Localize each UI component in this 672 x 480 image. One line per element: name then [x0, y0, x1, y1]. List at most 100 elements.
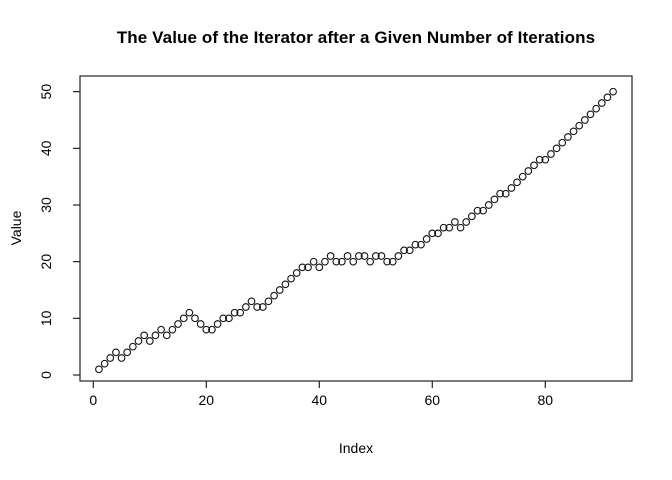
x-tick-label: 80 — [538, 392, 554, 408]
data-point — [162, 331, 171, 340]
data-point — [321, 257, 329, 266]
data-point — [507, 184, 516, 192]
data-point — [191, 314, 199, 323]
data-point — [343, 252, 352, 260]
data-point — [100, 359, 109, 368]
data-point — [140, 331, 148, 340]
data-point — [609, 87, 617, 96]
data-point — [564, 133, 572, 141]
data-point — [208, 325, 216, 334]
data-point — [428, 229, 437, 238]
data-point — [168, 325, 177, 334]
data-point — [575, 121, 584, 130]
data-point — [541, 155, 550, 164]
data-point — [213, 320, 222, 328]
data-point — [106, 354, 115, 362]
data-point — [247, 297, 256, 306]
data-point — [332, 257, 341, 266]
data-point — [383, 257, 391, 266]
x-tick-label: 40 — [312, 392, 328, 408]
data-point — [484, 201, 493, 209]
data-point — [434, 229, 442, 238]
data-point — [405, 246, 414, 255]
data-point — [490, 195, 499, 204]
data-point — [304, 263, 312, 272]
data-point — [230, 308, 239, 317]
data-point — [530, 161, 538, 170]
data-point — [558, 138, 567, 147]
y-tick-label: 0 — [38, 371, 54, 379]
data-point — [315, 263, 324, 272]
y-tick-label: 10 — [38, 310, 54, 326]
data-point — [524, 167, 533, 175]
data-point — [134, 337, 143, 345]
data-point — [456, 223, 465, 232]
data-point — [264, 297, 273, 306]
data-point — [360, 252, 369, 260]
data-point — [196, 320, 205, 328]
data-point — [400, 246, 408, 255]
data-point — [270, 291, 278, 300]
data-point — [185, 308, 194, 317]
data-point — [117, 354, 126, 362]
data-point — [157, 325, 165, 334]
data-point — [179, 314, 188, 323]
data-point — [552, 144, 561, 153]
y-tick-label: 40 — [38, 140, 54, 156]
data-point — [371, 252, 380, 260]
data-point — [535, 155, 544, 164]
data-point — [569, 127, 578, 136]
data-point — [112, 348, 120, 357]
data-point — [592, 104, 601, 113]
data-point — [597, 99, 606, 107]
data-point — [202, 325, 211, 334]
y-tick-label: 30 — [38, 197, 54, 213]
data-point — [439, 223, 448, 232]
data-point — [151, 331, 160, 340]
data-point — [394, 252, 403, 260]
chart-title: The Value of the Iterator after a Given … — [116, 28, 596, 47]
data-point — [513, 178, 521, 187]
data-point — [292, 269, 301, 277]
data-point — [547, 150, 555, 158]
data-point — [281, 280, 290, 289]
x-tick-label: 0 — [89, 392, 97, 408]
data-point — [326, 252, 335, 260]
data-point — [298, 263, 307, 272]
data-point — [349, 257, 358, 266]
data-point — [580, 116, 589, 124]
y-tick-label: 20 — [38, 254, 54, 270]
data-point — [145, 337, 154, 345]
data-point — [338, 257, 346, 266]
data-point — [603, 93, 612, 102]
data-point — [468, 212, 476, 221]
data-point — [242, 303, 250, 311]
data-point — [479, 206, 488, 215]
data-point — [95, 365, 103, 374]
data-point — [253, 303, 261, 311]
data-point — [225, 314, 233, 323]
data-point — [462, 218, 471, 226]
data-point — [496, 189, 504, 198]
data-point — [473, 206, 482, 215]
data-point — [586, 110, 595, 119]
data-point — [309, 257, 318, 266]
data-point — [518, 172, 527, 181]
x-tick-label: 20 — [199, 392, 215, 408]
plot-box — [79, 75, 633, 382]
y-tick-label: 50 — [38, 84, 54, 100]
data-point — [366, 257, 375, 266]
x-tick-label: 60 — [425, 392, 441, 408]
data-point — [219, 314, 228, 323]
data-point — [287, 274, 295, 283]
data-point — [275, 286, 284, 294]
data-point — [236, 308, 245, 317]
x-axis-label: Index — [338, 440, 374, 456]
data-point — [129, 342, 137, 351]
data-point — [451, 218, 459, 226]
data-point — [355, 252, 363, 260]
data-point — [258, 303, 267, 311]
data-point — [411, 240, 420, 249]
data-point — [123, 348, 132, 357]
